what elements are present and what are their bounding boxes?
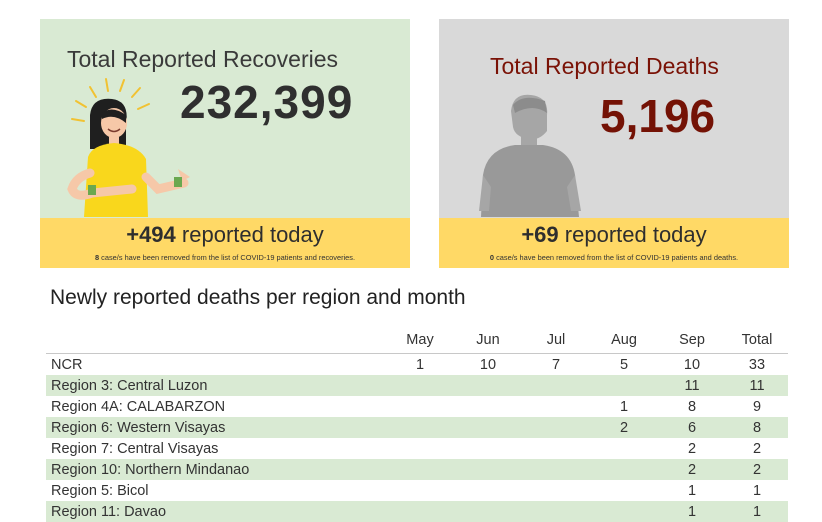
cell-total: 2 <box>752 440 762 457</box>
cell-aug <box>590 438 658 459</box>
deaths-total: 5,196 <box>600 90 716 142</box>
deaths-note-count: 0 <box>489 253 495 262</box>
cell-sep: 10 <box>683 356 701 373</box>
cell-jun <box>454 375 522 396</box>
deaths-today: +69 reported today <box>439 222 789 248</box>
cell-aug: 5 <box>619 356 629 373</box>
cell-total: 8 <box>726 417 788 438</box>
recoveries-today-text: reported today <box>181 222 324 247</box>
deaths-card: Total Reported Deaths 5,196 +69 reported… <box>439 19 789 268</box>
recoveries-note-text: case/s have been removed from the list o… <box>101 253 356 262</box>
deaths-note: 0 case/s have been removed from the list… <box>439 253 789 262</box>
cell-jun <box>454 417 522 438</box>
cell-region: NCR <box>51 356 83 373</box>
cell-may <box>386 438 454 459</box>
table-row: NCR 1 10 7 5 10 33 <box>46 354 788 376</box>
cell-total: 2 <box>726 459 788 480</box>
table-row: Region 3: Central Luzon 11 11 <box>46 375 788 396</box>
cell-total: 11 <box>726 375 788 396</box>
cell-region: Region 4A: CALABARZON <box>51 398 226 415</box>
table-row: Region 6: Western Visayas 2 6 8 <box>46 417 788 438</box>
table-row: Region 5: Bicol 1 1 <box>46 480 788 501</box>
cell-jul <box>522 459 590 480</box>
header-jul: Jul <box>522 327 590 354</box>
recoveries-total: 232,399 <box>180 76 354 128</box>
recoveries-note-count: 8 <box>94 253 100 262</box>
cell-jun <box>454 459 522 480</box>
deaths-today-text: reported today <box>564 222 707 247</box>
cell-total: 33 <box>748 356 766 373</box>
cell-region: Region 5: Bicol <box>51 482 149 499</box>
cell-jul <box>522 396 590 417</box>
header-sep: Sep <box>658 327 726 354</box>
table-row: Region 7: Central Visayas 2 2 <box>46 438 788 459</box>
cell-aug <box>590 459 658 480</box>
cell-jul <box>522 417 590 438</box>
cell-total: 1 <box>752 482 762 499</box>
person-silhouette-illustration <box>479 94 581 217</box>
deaths-note-text: case/s have been removed from the list o… <box>496 253 739 262</box>
cell-may <box>386 375 454 396</box>
cell-jun <box>454 480 522 501</box>
cell-may <box>386 459 454 480</box>
deaths-today-count: +69 <box>521 222 559 247</box>
recoveries-title: Total Reported Recoveries <box>67 46 339 72</box>
recoveries-today-bar: +494 reported today 8 case/s have been r… <box>40 218 410 268</box>
cell-jul <box>522 480 590 501</box>
deaths-title: Total Reported Deaths <box>490 53 719 79</box>
deaths-by-region-table: May Jun Jul Aug Sep Total NCR 1 10 7 5 10 33 Re… <box>46 327 788 522</box>
cell-region: Region 3: Central Luzon <box>46 375 386 396</box>
cell-total: 9 <box>752 398 762 415</box>
table-row: Region 4A: CALABARZON 1 8 9 <box>46 396 788 417</box>
cell-may <box>386 396 454 417</box>
cell-sep: 6 <box>658 417 726 438</box>
header-total: Total <box>726 327 788 354</box>
header-region <box>46 327 386 354</box>
cell-sep: 1 <box>687 482 697 499</box>
table-header-row: May Jun Jul Aug Sep Total <box>46 327 788 354</box>
cell-may: 1 <box>415 356 425 373</box>
recoveries-today-count: +494 <box>126 222 176 247</box>
recoveries-card: Total Reported Recoveries 232,399 +494 r… <box>40 19 410 268</box>
cell-aug: 1 <box>619 398 629 415</box>
cell-region: Region 7: Central Visayas <box>51 440 219 457</box>
table-row: Region 10: Northern Mindanao 2 2 <box>46 459 788 480</box>
cell-sep: 2 <box>658 459 726 480</box>
cell-jun: 10 <box>479 356 497 373</box>
cell-sep: 11 <box>658 375 726 396</box>
cell-aug: 2 <box>590 417 658 438</box>
recoveries-note: 8 case/s have been removed from the list… <box>40 253 410 262</box>
cell-jul: 7 <box>551 356 561 373</box>
cell-jul <box>522 375 590 396</box>
header-may: May <box>386 327 454 354</box>
cell-sep: 2 <box>687 440 697 457</box>
cell-jun <box>454 438 522 459</box>
cell-jun <box>454 396 522 417</box>
cheering-woman-illustration <box>67 78 190 217</box>
header-jun: Jun <box>454 327 522 354</box>
cell-jul <box>522 438 590 459</box>
cell-region: Region 10: Northern Mindanao <box>46 459 386 480</box>
cell-aug <box>590 375 658 396</box>
deaths-today-bar: +69 reported today 0 case/s have been re… <box>439 218 789 268</box>
table-title: Newly reported deaths per region and mon… <box>50 286 466 309</box>
cell-sep: 8 <box>687 398 697 415</box>
recoveries-today: +494 reported today <box>40 222 410 248</box>
cell-may <box>386 417 454 438</box>
cell-may <box>386 480 454 501</box>
cell-region: Region 6: Western Visayas <box>46 417 386 438</box>
header-aug: Aug <box>590 327 658 354</box>
cell-aug <box>590 480 658 501</box>
